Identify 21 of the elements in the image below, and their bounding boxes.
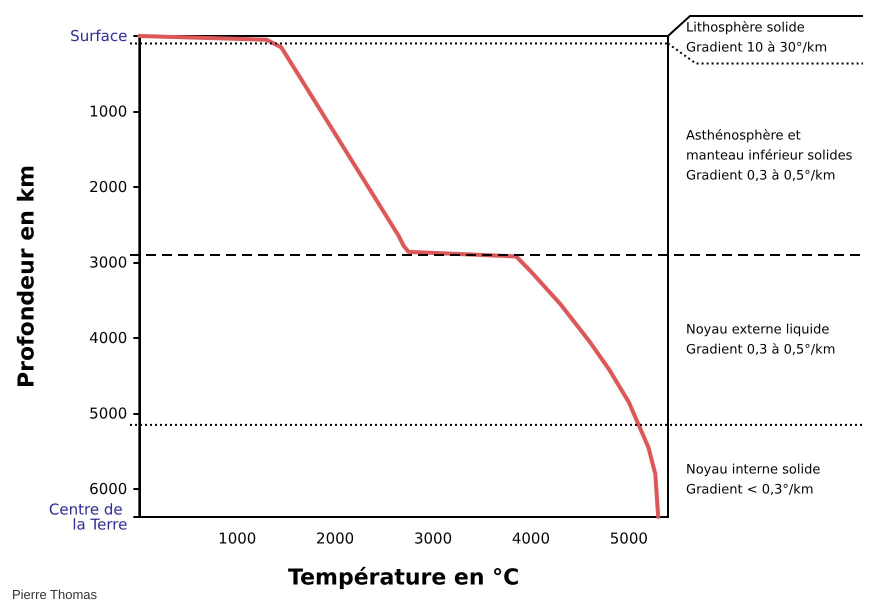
x-tick-label: 2000	[316, 530, 354, 548]
y-tick-label: 6000	[89, 480, 128, 498]
y-tick-label: 1000	[89, 102, 128, 120]
text: Lithosphère solide Gradient 10 à 30°/km	[686, 20, 828, 56]
y-tick-label: 2000	[89, 178, 128, 196]
text: Noyau interne solide Gradient < 0,3°/km	[686, 462, 820, 498]
x-axis-title: Température en °C	[288, 566, 520, 590]
x-tick-label: 5000	[610, 530, 648, 548]
x-tick-label: 3000	[414, 530, 452, 548]
x-tick-label: 1000	[218, 530, 256, 548]
y-tick-label: Centre de la Terre	[48, 500, 128, 534]
y-tick-label: 5000	[89, 404, 128, 422]
y-tick-label: 3000	[89, 253, 128, 272]
y-axis-title: Profondeur en km	[14, 164, 40, 388]
line-series	[137, 34, 660, 519]
y-tick-label: 4000	[89, 328, 128, 347]
text: Asthénosphère et manteau inférieur solides Gradient 0,3 à 0,5°/km	[686, 128, 853, 184]
y-tick-label: Surface	[70, 27, 128, 45]
x-tick-label: 4000	[512, 530, 550, 548]
text: Noyau externe liquide Gradient 0,3 à 0,5°/km	[686, 322, 836, 358]
text: Pierre Thomas	[12, 587, 98, 602]
